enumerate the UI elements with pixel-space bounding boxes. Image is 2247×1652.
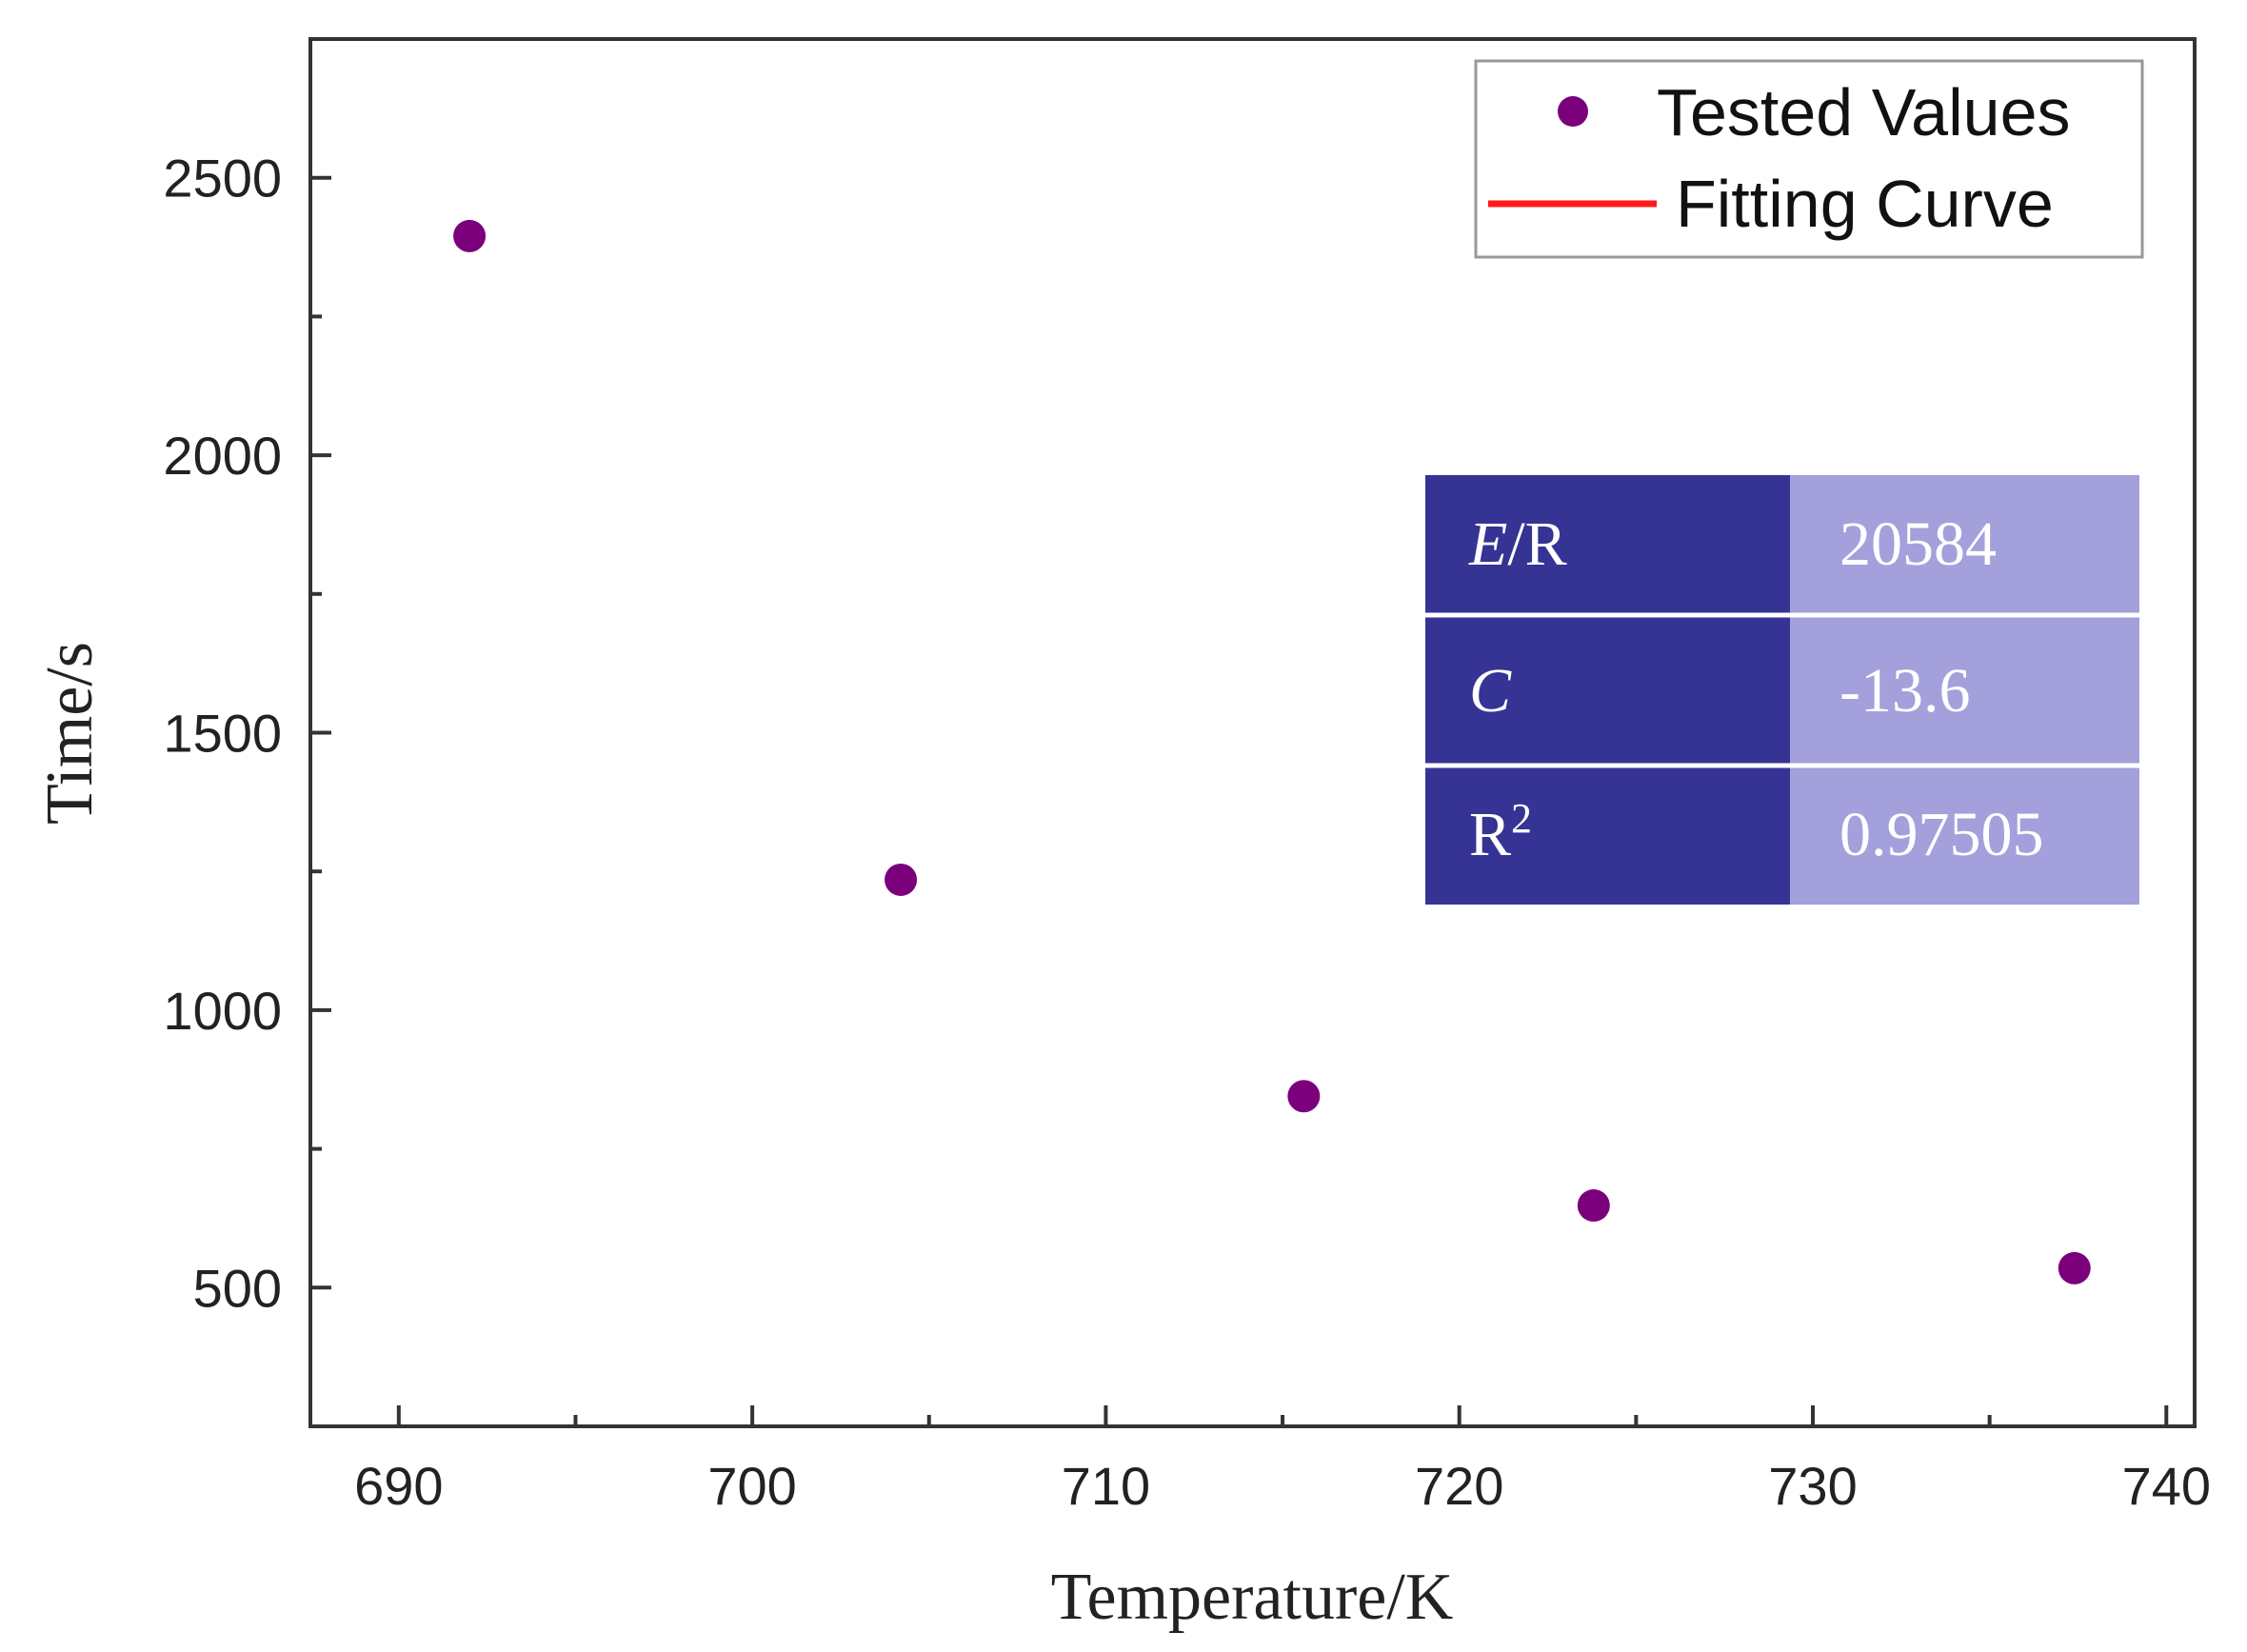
y-tick-label: 1500 [163,704,282,764]
x-tick-label: 730 [1768,1456,1857,1516]
legend-label-tested-values: Tested Values [1657,75,2071,149]
x-tick-label: 740 [2122,1456,2211,1516]
data-point [1287,1080,1321,1113]
table-label-c: C [1469,656,1512,726]
data-point [2058,1251,2091,1284]
data-point [453,219,487,252]
table-value-r-squared: 0.97505 [1839,800,2044,869]
x-axis-ticks: 690 700 710 720 730 740 [354,1405,2211,1516]
data-points [453,219,2091,1284]
y-tick-label: 500 [193,1258,282,1318]
table-label-e-over-r: E/R [1468,509,1567,579]
x-axis-title: Temperature/K [1051,1561,1454,1634]
legend: Tested Values Fitting Curve [1474,59,2144,259]
legend-marker-tested-values [1558,96,1588,127]
data-point [885,863,918,896]
x-tick-label: 720 [1415,1456,1503,1516]
table-label-r-squared: R2 [1469,795,1532,869]
parameters-table: E/R 20584 C -13.6 R2 0.97505 [1425,475,2139,905]
table-value-e-over-r: 20584 [1839,509,1997,579]
y-axis-ticks: 500 1000 1500 2000 2500 [163,149,331,1318]
table-value-c: -13.6 [1839,656,1970,726]
y-axis-title: Time/s [33,642,107,825]
y-tick-label: 2500 [163,149,282,209]
y-tick-label: 2000 [163,426,282,486]
data-point [1577,1189,1610,1223]
x-tick-label: 690 [354,1456,443,1516]
legend-box [1474,59,2144,259]
x-tick-label: 700 [707,1456,796,1516]
table-value-column [1790,475,2139,905]
y-tick-label: 1000 [163,981,282,1041]
x-tick-label: 710 [1062,1456,1150,1516]
legend-label-fitting-curve: Fitting Curve [1676,167,2054,241]
table-label-column [1425,475,1790,905]
